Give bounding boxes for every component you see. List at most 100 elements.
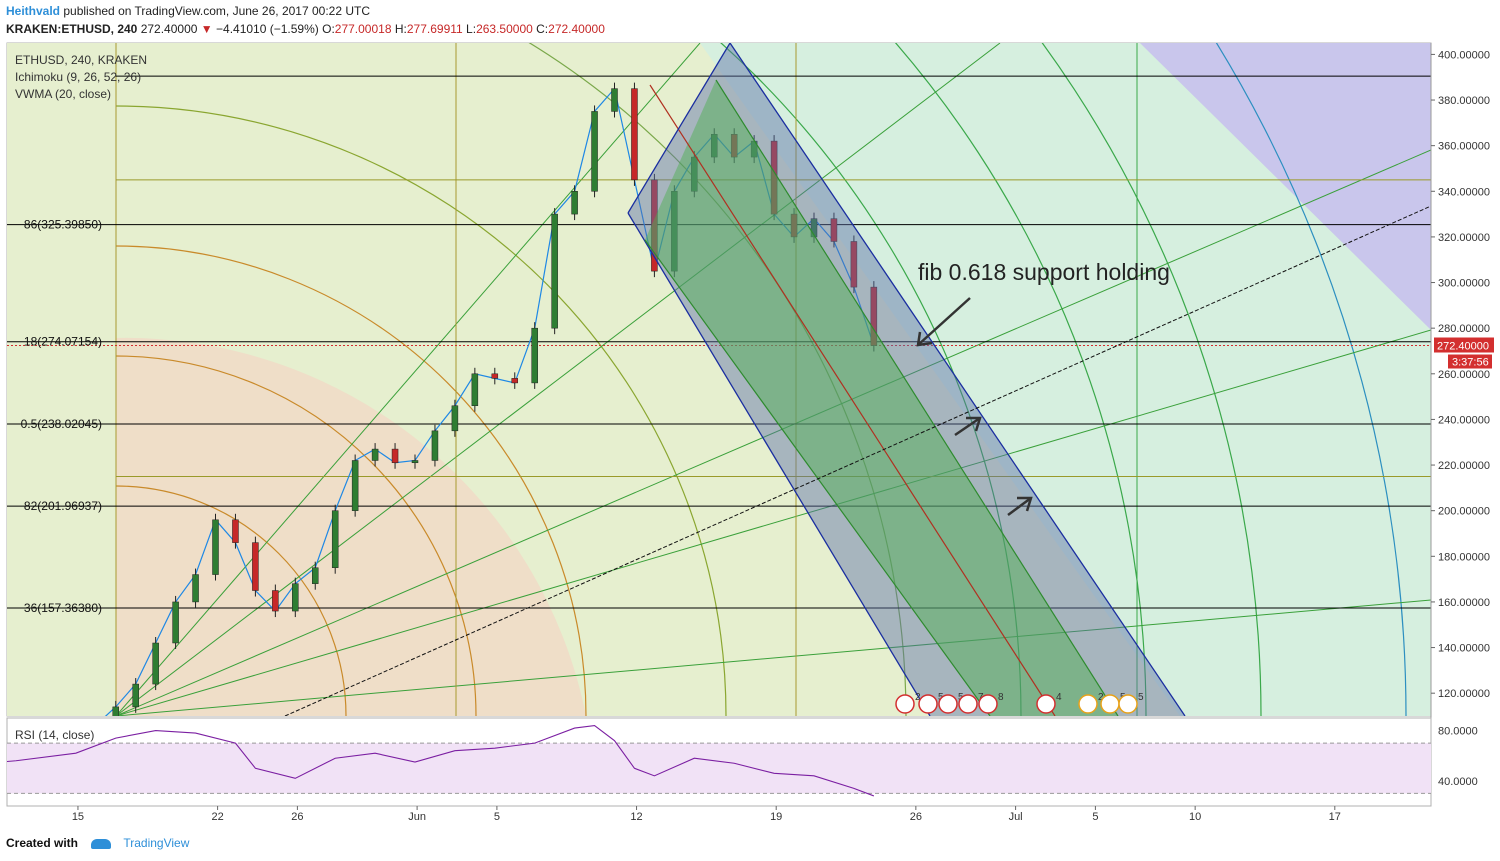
event-flag-icon xyxy=(958,694,978,714)
x-tick-label: Jul xyxy=(1009,811,1023,823)
event-flag-icon xyxy=(1100,694,1120,714)
candle-body xyxy=(631,88,638,181)
candle-body xyxy=(152,642,159,685)
x-tick-label: 5 xyxy=(1092,811,1098,823)
published-text: published on TradingView.com, June 26, 2… xyxy=(63,4,371,18)
candle-body xyxy=(331,510,339,568)
fan-ray-1 xyxy=(115,43,1001,716)
vwma-line xyxy=(104,87,875,716)
fan-ray-0 xyxy=(115,43,701,716)
candle-body xyxy=(431,430,439,461)
y-tick-label: 220.00000 xyxy=(1438,460,1490,472)
y-tick-label: 200.00000 xyxy=(1438,506,1490,518)
candle-body xyxy=(850,241,858,288)
event-flag-icon xyxy=(1036,694,1056,714)
event-flag-icon xyxy=(1078,694,1098,714)
candle-body xyxy=(351,460,359,511)
x-tick-label: 5 xyxy=(494,811,500,823)
price-tag-text: 272.40000 xyxy=(1437,341,1489,353)
tradingview-link[interactable]: TradingView xyxy=(123,836,190,850)
x-tick-label: 22 xyxy=(211,811,223,823)
fan-ray-2 xyxy=(115,149,1431,716)
up-arrow-2 xyxy=(1007,496,1033,517)
symbol-label: KRAKEN:ETHUSD, 240 xyxy=(6,22,138,36)
candle-body xyxy=(132,683,139,708)
candle-body xyxy=(451,405,459,432)
candle-body xyxy=(491,373,499,379)
author-link[interactable]: Heithvald xyxy=(6,4,61,18)
channel-base-line xyxy=(627,43,731,214)
x-tick-label: 15 xyxy=(72,811,84,823)
annotation-arrow xyxy=(917,297,971,346)
x-tick-label: Jun xyxy=(408,811,426,823)
footer: Created with TradingView xyxy=(6,836,189,850)
rsi-tick-label: 80.0000 xyxy=(1438,726,1478,738)
candle-body xyxy=(112,706,119,716)
price-tag xyxy=(1434,337,1494,353)
candle-body xyxy=(571,191,578,215)
channel-median-line xyxy=(649,84,1056,716)
event-flag-icon xyxy=(918,694,938,714)
candle-body xyxy=(531,327,538,384)
fib-arc-0 xyxy=(115,105,727,716)
fib-level-label-3: 82(201.96937) xyxy=(24,499,102,513)
fib-level-label-2: 0.5(238.02045) xyxy=(21,417,102,431)
candle-body xyxy=(172,601,179,644)
candle-body xyxy=(870,286,878,346)
fan-ray-3 xyxy=(115,329,1431,716)
down-arrow-icon: ▼ xyxy=(200,22,213,36)
candle-body xyxy=(671,191,678,272)
last-price: 272.40000 xyxy=(140,22,198,36)
x-tick-label: 17 xyxy=(1329,811,1341,823)
publish-line: Heithvald published on TradingView.com, … xyxy=(6,4,370,18)
open-label: O: xyxy=(322,22,335,36)
channel-inner-lower xyxy=(644,239,991,716)
legend-vwma: VWMA (20, close) xyxy=(15,87,111,101)
legend-ichimoku: Ichimoku (9, 26, 52, 26) xyxy=(15,70,141,84)
candle-body xyxy=(730,134,738,158)
x-tick-label: 10 xyxy=(1189,811,1201,823)
candle-body xyxy=(391,448,399,464)
high-value: 277.69911 xyxy=(406,22,463,36)
tradingview-logo-icon xyxy=(91,838,112,849)
channel-fill-outer xyxy=(628,43,1185,716)
candle-body xyxy=(551,213,558,329)
legend-symbol: ETHUSD, 240, KRAKEN xyxy=(15,53,147,67)
y-tick-label: 240.00000 xyxy=(1438,414,1490,426)
y-tick-label: 280.00000 xyxy=(1438,323,1490,335)
candle-body xyxy=(591,111,598,192)
event-flag-icon xyxy=(1118,694,1138,714)
rsi-tick-label: 40.0000 xyxy=(1438,776,1478,788)
fib-arc-lower-0 xyxy=(115,485,347,716)
candle-body xyxy=(371,448,379,461)
candle-body xyxy=(691,156,698,192)
x-tick-label: 26 xyxy=(291,811,303,823)
y-tick-label: 120.00000 xyxy=(1438,688,1490,700)
event-flag-icon xyxy=(978,694,998,714)
x-tick-label: 12 xyxy=(630,811,642,823)
rsi-band xyxy=(7,743,1431,794)
event-flag-count: 2 xyxy=(915,692,921,703)
event-flag-count: 5 xyxy=(1138,692,1144,703)
footer-created: Created with xyxy=(6,836,79,850)
annotation-text: fib 0.618 support holding xyxy=(918,259,1170,285)
candle-body xyxy=(810,218,818,238)
event-flag-icon xyxy=(938,694,958,714)
rsi-line xyxy=(7,724,875,797)
fan-zone-violet xyxy=(1140,43,1431,330)
support-trendline xyxy=(284,205,1431,716)
event-flag-count: 8 xyxy=(998,692,1004,703)
candle-body xyxy=(790,213,798,238)
candle-body xyxy=(651,179,658,272)
fan-ray-4 xyxy=(115,599,1431,716)
candle-body xyxy=(830,218,838,242)
candle-body xyxy=(272,590,279,612)
channel-upper-line xyxy=(729,43,1186,716)
price-change: −4.41010 (−1.59%) xyxy=(216,22,319,36)
candle-body xyxy=(252,542,259,591)
y-tick-label: 180.00000 xyxy=(1438,551,1490,563)
candle-body xyxy=(711,134,718,158)
y-tick-label: 340.00000 xyxy=(1438,186,1490,198)
open-value: 277.00018 xyxy=(334,22,392,36)
